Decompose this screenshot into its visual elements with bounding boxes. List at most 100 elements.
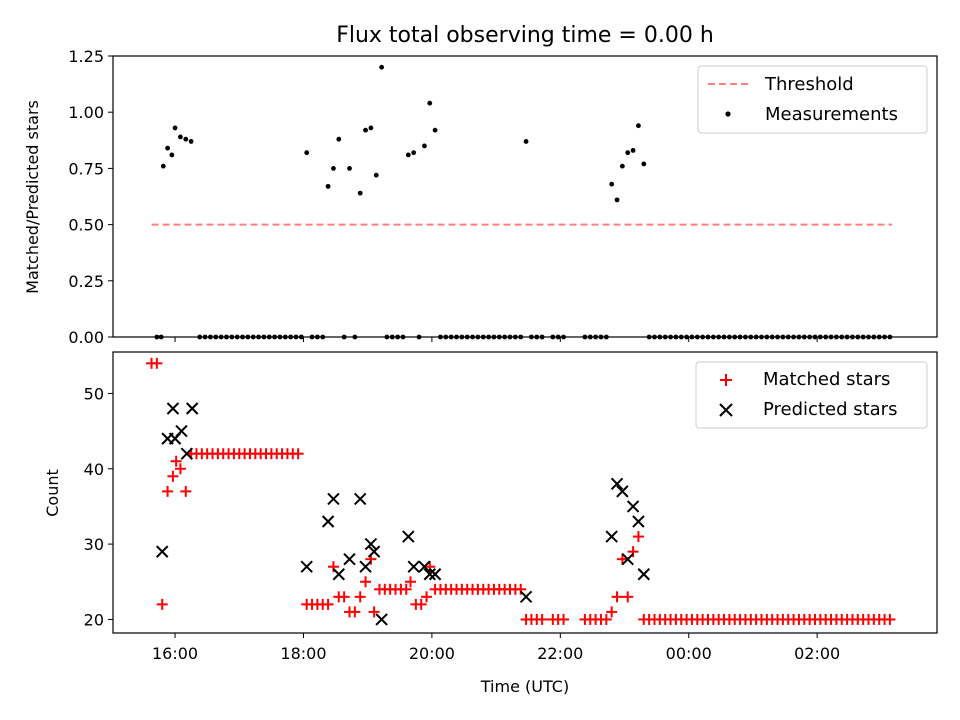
matched-star-point: [622, 591, 634, 603]
predicted-star-point: [321, 515, 335, 528]
matched-star-point: [627, 546, 639, 558]
predicted-star-point: [185, 402, 199, 415]
predicted-star-point: [402, 530, 415, 543]
measurement-point: [379, 64, 385, 70]
measurement-point: [160, 163, 166, 169]
matched-star-point: [558, 613, 570, 625]
measurement-point: [630, 148, 636, 153]
measurement-point: [172, 125, 178, 131]
ratio-y-axis-label: Matched/Predicted stars: [23, 100, 42, 294]
ratio-legend-box: [697, 65, 928, 134]
count-legend: Matched stars Predicted stars: [695, 361, 928, 429]
count-x-tick-label: 18:00: [280, 644, 326, 663]
matched-star-point: [354, 591, 366, 603]
matched-star-point: [327, 561, 339, 573]
measurement-point: [368, 125, 374, 131]
measurement-point: [188, 139, 194, 144]
matched-star-point: [884, 613, 896, 625]
measurement-point: [331, 166, 336, 171]
measurement-point: [432, 127, 438, 133]
predicted-star-point: [166, 402, 180, 415]
measurement-point: [357, 190, 363, 196]
count-y-tick-label: 50: [84, 384, 104, 403]
matched-star-point: [174, 463, 186, 475]
predicted-star-point: [418, 560, 431, 573]
ratio-y-tick-label: 1.00: [68, 103, 104, 122]
ratio-legend: Threshold Measurements: [697, 65, 928, 134]
predicted-star-point: [353, 492, 367, 506]
measurement-point: [325, 183, 331, 189]
measurement-point: [422, 143, 427, 149]
matched-star-point: [338, 591, 350, 603]
measurements-legend-label: Measurements: [765, 104, 898, 125]
matched-star-point: [611, 591, 623, 603]
count-y-axis-label: Count: [43, 469, 62, 517]
matched-star-point: [424, 561, 436, 573]
matched-star-point: [415, 598, 427, 610]
predicted-star-point: [610, 477, 624, 491]
count-x-tick-label: 22:00: [537, 644, 583, 663]
matched-star-point: [606, 606, 618, 618]
ratio-y-tick-label: 1.25: [68, 47, 104, 66]
matched-star-point: [292, 448, 304, 460]
predicted-star-point: [632, 515, 645, 528]
matched-legend-label: Matched stars: [763, 369, 890, 390]
predicted-star-point: [428, 568, 442, 581]
matched-star-point: [400, 583, 412, 595]
matched-star-point: [368, 606, 380, 618]
predicted-star-point: [423, 568, 436, 581]
matched-star-point: [349, 606, 361, 618]
ratio-panel-frame: [112, 55, 938, 338]
measurement-point: [304, 150, 310, 156]
measurement-point: [336, 136, 342, 142]
threshold-legend-label: Threshold: [764, 74, 854, 95]
predicted-star-point: [407, 560, 420, 573]
measurement-point: [347, 166, 352, 171]
predicted-star-point: [300, 560, 313, 573]
measurement-point: [411, 150, 417, 156]
matched-star-point: [600, 613, 612, 625]
predicted-star-point: [156, 545, 169, 558]
predicted-star-point: [605, 530, 618, 543]
count-x-tick-label: 16:00: [152, 644, 198, 663]
matched-star-point: [156, 598, 168, 610]
ratio-panel: 0.00 0.25 0.50 0.75 1.00 1.25 Flux total obse…: [23, 23, 938, 347]
measurements-legend-swatch: [725, 111, 731, 117]
measurement-point: [363, 127, 368, 133]
predicted-star-point: [332, 568, 346, 581]
predicted-star-point: [519, 590, 533, 604]
count-panel-frame: [112, 351, 938, 634]
matched-star-point: [322, 598, 334, 610]
matched-star-point: [151, 357, 163, 369]
measurement-point: [636, 123, 641, 129]
count-x-tick-label: 20:00: [409, 644, 455, 663]
predicted-star-point: [637, 568, 650, 581]
matched-star-point: [421, 591, 433, 603]
measurement-point: [641, 161, 647, 167]
measurement-point: [619, 163, 625, 169]
matched-star-point: [167, 470, 179, 482]
measurement-point: [614, 197, 620, 203]
matched-star-point: [162, 485, 174, 497]
ratio-y-tick-label: 0.00: [68, 328, 104, 347]
count-legend-box: [695, 361, 928, 429]
ratio-y-tick-label: 0.25: [68, 272, 104, 291]
measurement-point: [427, 100, 433, 106]
chart-title: Flux total observing time = 0.00 h: [336, 23, 714, 48]
predicted-star-point: [343, 552, 356, 566]
measurement-point: [373, 172, 379, 178]
matched-star-point: [360, 576, 372, 588]
predicted-star-point: [364, 537, 378, 551]
ratio-y-tick-label: 0.75: [68, 159, 104, 178]
predicted-star-point: [621, 552, 634, 566]
matched-star-point: [180, 485, 192, 497]
predicted-star-point: [375, 613, 388, 626]
count-y-tick-label: 30: [84, 535, 104, 554]
count-x-tick-label: 00:00: [666, 644, 712, 663]
predicted-legend-swatch: [719, 403, 733, 417]
measurement-point: [523, 139, 529, 144]
measurement-point: [405, 152, 411, 158]
predicted-star-point: [180, 447, 194, 460]
matched-star-point: [170, 455, 182, 467]
